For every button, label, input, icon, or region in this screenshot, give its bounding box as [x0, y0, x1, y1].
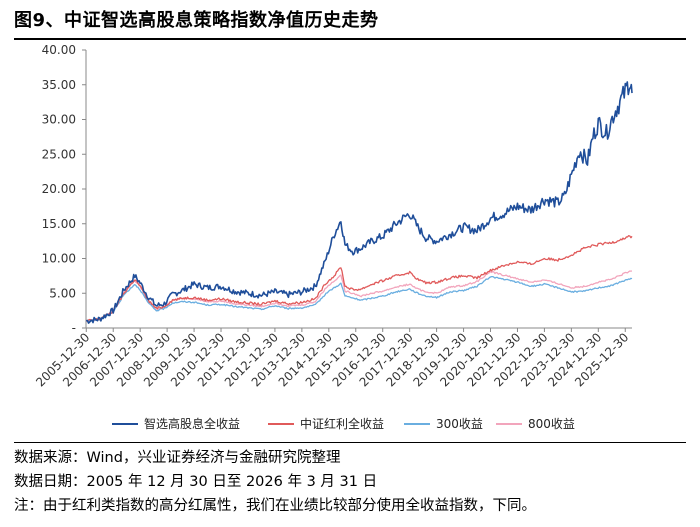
y-tick-label: - — [72, 321, 76, 335]
date-note: 数据日期：2005 年 12 月 30 日至 2026 年 3 月 31 日 — [14, 474, 378, 490]
series-line-0 — [85, 81, 633, 324]
legend-label: 中证红利全收益 — [300, 416, 384, 431]
series-line-2 — [85, 275, 633, 322]
y-tick-label: 10.00 — [42, 252, 76, 266]
y-tick-label: 5.00 — [49, 286, 76, 300]
legend-label: 800收益 — [528, 417, 575, 431]
title-underline — [14, 38, 686, 40]
legend-label: 300收益 — [436, 417, 483, 431]
remark-note: 注：由于红利类指数的高分红属性，我们在业绩比较部分使用全收益指数，下同。 — [14, 498, 536, 514]
y-tick-label: 20.00 — [42, 182, 76, 196]
y-tick-label: 35.00 — [42, 78, 76, 92]
y-tick-label: 15.00 — [42, 217, 76, 231]
notes-divider — [14, 442, 686, 443]
line-chart: - 5.00 10.00 15.00 20.00 25.00 30.00 35.00 40.00… — [33, 43, 633, 431]
x-axis: 2005-12-302006-12-302007-12-302008-12-30… — [33, 327, 632, 389]
figure-title: 图9、中证智选高股息策略指数净值历史走势 — [14, 10, 379, 31]
y-axis: - 5.00 10.00 15.00 20.00 25.00 30.00 35.00 40.00 — [42, 43, 87, 335]
y-tick-label: 25.00 — [42, 147, 76, 161]
source-note: 数据来源：Wind，兴业证券经济与金融研究院整理 — [14, 450, 341, 466]
y-tick-label: 30.00 — [42, 113, 76, 127]
legend-label: 智选高股息全收益 — [144, 416, 240, 431]
footnotes: 数据来源：Wind，兴业证券经济与金融研究院整理 数据日期：2005 年 12 … — [14, 446, 686, 518]
legend: 智选高股息全收益 中证红利全收益 300收益 800收益 — [112, 416, 575, 431]
series-layer — [85, 81, 633, 324]
y-tick-label: 40.00 — [42, 43, 76, 57]
series-line-1 — [86, 235, 633, 322]
